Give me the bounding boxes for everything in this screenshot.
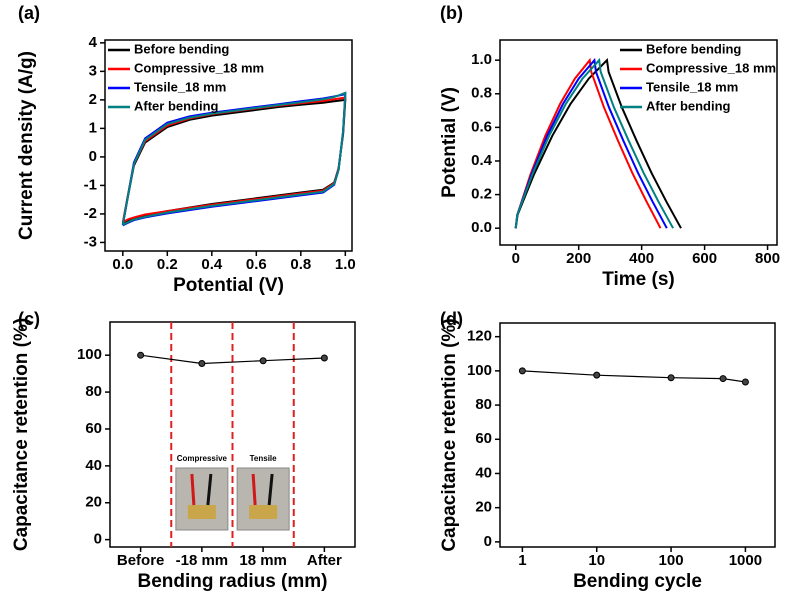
y-tick-label: 0 — [484, 533, 492, 550]
data-point — [667, 374, 675, 382]
y-tick-label: -2 — [84, 205, 97, 222]
legend-label: Compressive_18 mm — [134, 60, 264, 75]
y-tick-label: 3 — [89, 62, 97, 79]
data-line — [121, 92, 347, 227]
y-tick-label: 0 — [94, 531, 102, 548]
data-line — [140, 354, 325, 365]
y-tick-label: 0.2 — [471, 186, 492, 203]
photo-wire — [206, 473, 213, 506]
data-point — [593, 371, 601, 379]
legend-label: After bending — [134, 98, 219, 113]
photo-wire — [267, 473, 274, 506]
y-tick-label: 0.6 — [471, 118, 492, 135]
x-tick-label: 0 — [512, 250, 520, 267]
x-tick-label: 200 — [566, 250, 591, 267]
y-tick-label: 40 — [475, 464, 492, 481]
x-tick-label: 800 — [755, 250, 780, 267]
x-tick-label: Before — [117, 552, 165, 569]
x-tick-label: 1.0 — [335, 256, 356, 273]
x-tick-label: 0.2 — [157, 256, 178, 273]
y-tick-label: 1.0 — [471, 51, 492, 68]
y-tick-label: 2 — [89, 91, 97, 108]
y-tick-label: 0.4 — [471, 152, 493, 169]
x-tick-label: 0.6 — [246, 256, 267, 273]
y-tick-label: -3 — [84, 233, 97, 250]
y-tick-label: -1 — [84, 176, 97, 193]
x-tick-label: 0.4 — [201, 256, 223, 273]
y-tick-label: 60 — [85, 420, 102, 437]
photo-device — [249, 505, 278, 519]
data-line — [121, 96, 347, 224]
x-tick-label: After — [307, 552, 342, 569]
data-point — [518, 367, 526, 375]
data-point — [741, 378, 749, 386]
data-point — [719, 375, 727, 383]
x-tick-label: -18 mm — [176, 552, 229, 569]
x-tick-label: 0.8 — [290, 256, 311, 273]
annotation: Tensile — [250, 454, 278, 463]
legend-label: Compressive_18 mm — [646, 60, 776, 75]
photo-device — [187, 505, 216, 519]
x-tick-label: 18 mm — [239, 552, 287, 569]
y-axis-label: Current density (A/g) — [16, 51, 37, 240]
photo — [236, 467, 290, 531]
x-axis-label: Time (s) — [602, 269, 675, 290]
y-tick-label: 60 — [475, 430, 492, 447]
panel-label: (c) — [18, 309, 40, 329]
y-tick-label: 100 — [467, 362, 492, 379]
data-point — [320, 354, 328, 362]
y-tick-label: 0.8 — [471, 85, 492, 102]
photo-wire — [251, 473, 257, 506]
y-axis-label: Capacitance retention (%) — [11, 318, 32, 551]
plot-frame — [104, 39, 353, 252]
legend-label: Before bending — [646, 41, 741, 56]
panel-label: (a) — [18, 3, 40, 23]
data-line — [121, 98, 347, 225]
y-axis-label: Potential (V) — [439, 87, 460, 198]
data-line — [514, 57, 668, 229]
y-tick-label: 80 — [475, 396, 492, 413]
x-tick-label: 400 — [629, 250, 654, 267]
legend-label: Before bending — [134, 41, 229, 56]
panel-label: (d) — [440, 309, 463, 329]
y-tick-label: 0 — [89, 148, 97, 165]
y-tick-label: 100 — [77, 346, 102, 363]
x-tick-label: 600 — [692, 250, 717, 267]
legend-label: After bending — [646, 98, 731, 113]
x-axis-label: Potential (V) — [173, 275, 284, 296]
x-axis-label: Bending cycle — [573, 571, 702, 592]
annotation: Compressive — [177, 454, 228, 463]
x-axis-label: Bending radius (mm) — [137, 571, 327, 592]
data-line — [514, 58, 682, 229]
data-point — [198, 359, 206, 367]
data-line — [522, 370, 746, 383]
x-tick-label: 1000 — [729, 552, 762, 569]
y-tick-label: 80 — [85, 383, 102, 400]
plot-frame — [499, 39, 778, 246]
legend-label: Tensile_18 mm — [134, 79, 226, 94]
y-tick-label: 20 — [475, 499, 492, 516]
y-tick-label: 4 — [89, 34, 98, 51]
y-axis-label: Capacitance retention (%) — [439, 318, 460, 551]
x-tick-label: 10 — [588, 552, 605, 569]
y-tick-label: 40 — [85, 457, 102, 474]
y-tick-label: 20 — [85, 494, 102, 511]
plot-frame — [499, 322, 776, 548]
legend-label: Tensile_18 mm — [646, 79, 738, 94]
photo-wire — [190, 473, 196, 506]
data-point — [259, 357, 267, 365]
photo — [175, 467, 229, 531]
y-tick-label: 1 — [89, 119, 97, 136]
data-line — [121, 91, 347, 226]
data-line — [514, 57, 674, 229]
y-tick-label: 0.0 — [471, 219, 492, 236]
x-tick-label: 1 — [518, 552, 526, 569]
data-point — [137, 351, 145, 359]
x-tick-label: 0.0 — [112, 256, 133, 273]
y-tick-label: 120 — [467, 328, 492, 345]
panel-label: (b) — [440, 3, 463, 23]
x-tick-label: 100 — [659, 552, 684, 569]
